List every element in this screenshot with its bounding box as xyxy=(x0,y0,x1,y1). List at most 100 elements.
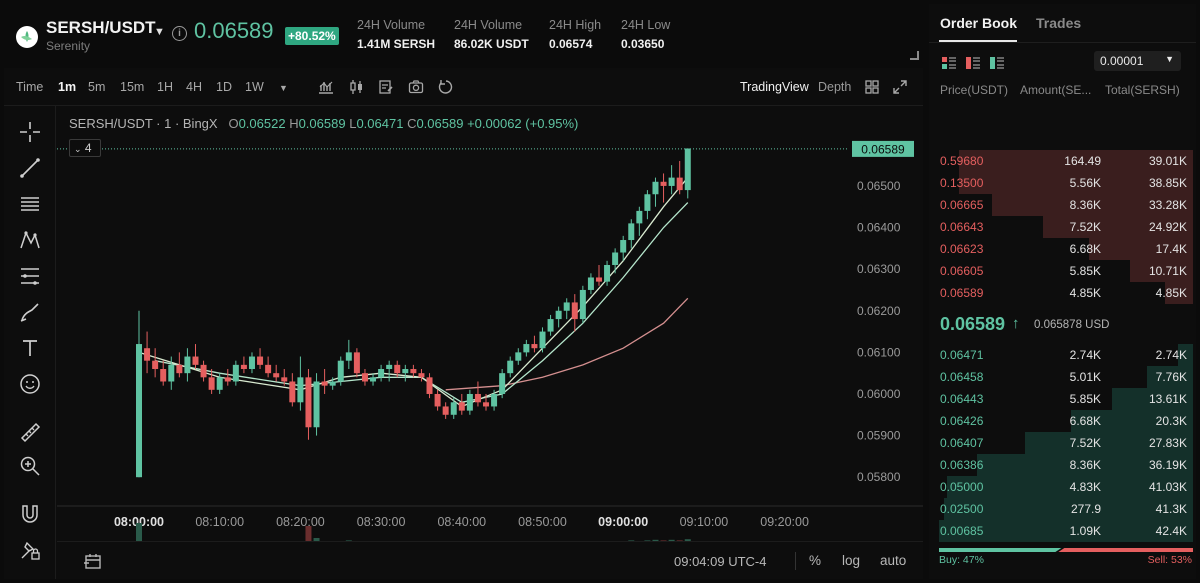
candle-body[interactable] xyxy=(297,377,304,403)
candle-body[interactable] xyxy=(248,356,255,370)
bid-row[interactable]: 0.06443 5.85K 13.61K xyxy=(929,388,1193,410)
candle-body[interactable] xyxy=(168,364,175,382)
timeframe-more-icon[interactable]: ▼ xyxy=(279,83,288,93)
timeframe-5m[interactable]: 5m xyxy=(88,80,106,94)
magnet-icon[interactable] xyxy=(18,502,42,526)
candle-body[interactable] xyxy=(192,356,199,365)
tab-order-book[interactable]: Order Book xyxy=(940,15,1018,31)
candle-body[interactable] xyxy=(152,360,159,370)
candle-body[interactable] xyxy=(604,264,611,282)
candle-body[interactable] xyxy=(402,369,409,374)
fullscreen-icon[interactable] xyxy=(892,79,908,95)
bid-row[interactable]: 0.02500 277.9 41.3K xyxy=(929,498,1193,520)
chart-clock[interactable]: 09:04:09 UTC-4 xyxy=(674,554,767,569)
zoom-in-icon[interactable] xyxy=(18,454,42,478)
candle-body[interactable] xyxy=(224,377,231,382)
candle-body[interactable] xyxy=(555,310,562,320)
bid-row[interactable]: 0.06426 6.68K 20.3K xyxy=(929,410,1193,432)
brush-icon[interactable] xyxy=(18,300,42,324)
tradingview-view-button[interactable]: TradingView xyxy=(740,80,809,94)
crosshair-icon[interactable] xyxy=(18,120,42,144)
candle-body[interactable] xyxy=(144,348,151,361)
candle-body[interactable] xyxy=(273,373,280,378)
candle-body[interactable] xyxy=(216,377,223,390)
reset-icon[interactable] xyxy=(438,79,454,95)
bid-row[interactable]: 0.06471 2.74K 2.74K xyxy=(929,344,1193,366)
candle-body[interactable] xyxy=(595,277,602,282)
candle-body[interactable] xyxy=(426,377,433,394)
bid-row[interactable]: 0.06407 7.52K 27.83K xyxy=(929,432,1193,454)
candle-body[interactable] xyxy=(547,319,554,332)
depth-view-button[interactable]: Depth xyxy=(818,80,852,94)
candle-body[interactable] xyxy=(136,344,142,478)
camera-icon[interactable] xyxy=(408,79,424,95)
candle-body[interactable] xyxy=(313,381,320,428)
text-tool-icon[interactable] xyxy=(18,336,42,360)
candle-body[interactable] xyxy=(458,402,465,411)
bid-row[interactable]: 0.06386 8.36K 36.19K xyxy=(929,454,1193,476)
candle-body[interactable] xyxy=(483,402,490,407)
candle-body[interactable] xyxy=(418,373,425,378)
candlestick-chart[interactable]: 0.06500 0.06400 0.06300 0.06200 0.06100 0.060… xyxy=(57,106,923,541)
auto-scale-toggle[interactable]: auto xyxy=(880,553,907,568)
bid-row[interactable]: 0.06458 5.01K 7.76K xyxy=(929,366,1193,388)
ask-row[interactable]: 0.13500 5.56K 38.85K xyxy=(929,172,1193,194)
candle-body[interactable] xyxy=(361,373,368,382)
candle-body[interactable] xyxy=(676,177,683,191)
candle-body[interactable] xyxy=(305,377,312,428)
candle-body[interactable] xyxy=(353,352,360,374)
candle-body[interactable] xyxy=(289,381,296,403)
candle-body[interactable] xyxy=(628,223,635,241)
candle-body[interactable] xyxy=(434,393,441,407)
fib-levels-icon[interactable] xyxy=(18,264,42,288)
price-chart[interactable]: 0.06500 0.06400 0.06300 0.06200 0.06100 0.060… xyxy=(57,106,923,579)
candle-body[interactable] xyxy=(507,360,514,374)
emoji-icon[interactable] xyxy=(18,372,42,396)
candle-body[interactable] xyxy=(386,364,393,370)
timeframe-1d[interactable]: 1D xyxy=(216,80,232,94)
candle-body[interactable] xyxy=(620,240,627,253)
candle-body[interactable] xyxy=(563,302,570,311)
book-view-toggles[interactable] xyxy=(942,56,1008,70)
percent-scale-toggle[interactable]: % xyxy=(809,553,822,568)
timeframe-1m[interactable]: 1m xyxy=(58,80,77,94)
log-scale-toggle[interactable]: log xyxy=(842,553,861,568)
candle-body[interactable] xyxy=(321,381,328,386)
candle-body[interactable] xyxy=(636,210,643,224)
candle-body[interactable] xyxy=(668,177,675,186)
candle-body[interactable] xyxy=(176,364,183,374)
candle-body[interactable] xyxy=(370,377,377,382)
ask-row[interactable]: 0.59680 164.49 39.01K xyxy=(929,150,1193,172)
candle-body[interactable] xyxy=(499,373,506,394)
candle-body[interactable] xyxy=(394,364,401,374)
candle-body[interactable] xyxy=(531,344,538,349)
timeframe-15m[interactable]: 15m xyxy=(120,80,145,94)
indicators-icon[interactable] xyxy=(318,79,334,95)
tab-trades[interactable]: Trades xyxy=(1036,15,1082,31)
ruler-icon[interactable] xyxy=(18,420,42,444)
candle-body[interactable] xyxy=(491,393,498,407)
candle-type-icon[interactable] xyxy=(348,79,364,95)
trend-line-icon[interactable] xyxy=(18,156,42,180)
candle-body[interactable] xyxy=(515,352,522,361)
candle-body[interactable] xyxy=(232,364,239,382)
candle-body[interactable] xyxy=(684,148,691,191)
candle-body[interactable] xyxy=(208,377,215,390)
bid-row[interactable]: 0.00685 1.09K 42.4K xyxy=(929,520,1193,542)
candle-body[interactable] xyxy=(184,356,191,374)
candle-body[interactable] xyxy=(652,181,659,195)
candle-body[interactable] xyxy=(466,393,473,411)
candle-body[interactable] xyxy=(410,369,417,374)
lock-drawings-icon[interactable] xyxy=(18,538,42,562)
indicator-toggle[interactable]: ⌄ 4 xyxy=(69,139,101,157)
timeframe-1w[interactable]: 1W xyxy=(245,80,264,94)
date-range-icon[interactable] xyxy=(83,551,103,571)
pattern-icon[interactable] xyxy=(18,228,42,252)
horizontal-lines-icon[interactable] xyxy=(18,192,42,216)
candle-body[interactable] xyxy=(539,331,546,349)
ask-row[interactable]: 0.06589 4.85K 4.85K xyxy=(929,282,1193,304)
candle-body[interactable] xyxy=(571,302,578,320)
resize-corner-icon[interactable] xyxy=(910,51,919,60)
layout-grid-icon[interactable] xyxy=(864,79,880,95)
candle-body[interactable] xyxy=(450,402,457,415)
